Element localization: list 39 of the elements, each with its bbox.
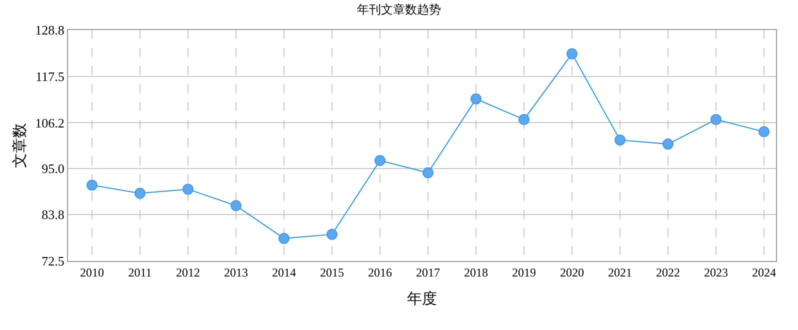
y-tick-label: 95.0 [42,161,64,176]
x-tick-label: 2012 [176,265,200,280]
y-axis-title: 文章数 [11,123,28,168]
point [86,180,98,191]
point [710,114,722,125]
point [758,126,770,138]
point [326,228,338,240]
x-tick-label: 2010 [80,265,104,280]
y-tick-label: 83.8 [42,207,64,222]
point [422,167,434,178]
point [566,48,578,60]
x-tick-label: 2023 [704,265,728,280]
point [182,184,194,195]
point [662,138,674,150]
point [470,93,482,104]
x-tick-label: 2019 [512,265,536,280]
x-tick-label: 2018 [464,265,488,280]
x-tick-label: 2015 [320,265,344,280]
y-tick-label: 72.5 [42,254,64,269]
x-tick-label: 2017 [416,265,440,280]
point [518,114,530,125]
x-tick-label: 2020 [560,265,584,280]
y-tick-label: 106.2 [35,115,64,130]
point [614,134,626,146]
x-tick-label: 2016 [368,265,392,280]
x-tick-label: 2022 [656,265,680,280]
x-tick-label: 2014 [272,265,296,280]
chart-title: 年刊文章数趋势 [357,2,441,16]
x-axis-title: 年度 [407,290,437,308]
y-tick-label: 128.8 [35,22,64,38]
x-tick-label: 2011 [128,265,152,280]
x-tick-label: 2013 [224,265,248,280]
y-tick-label: 117.5 [36,68,64,84]
x-tick-label: 2024 [752,265,776,280]
point [278,232,290,244]
x-tick-label: 2021 [608,265,632,280]
point [374,154,386,166]
point [134,188,146,199]
point [230,200,242,212]
